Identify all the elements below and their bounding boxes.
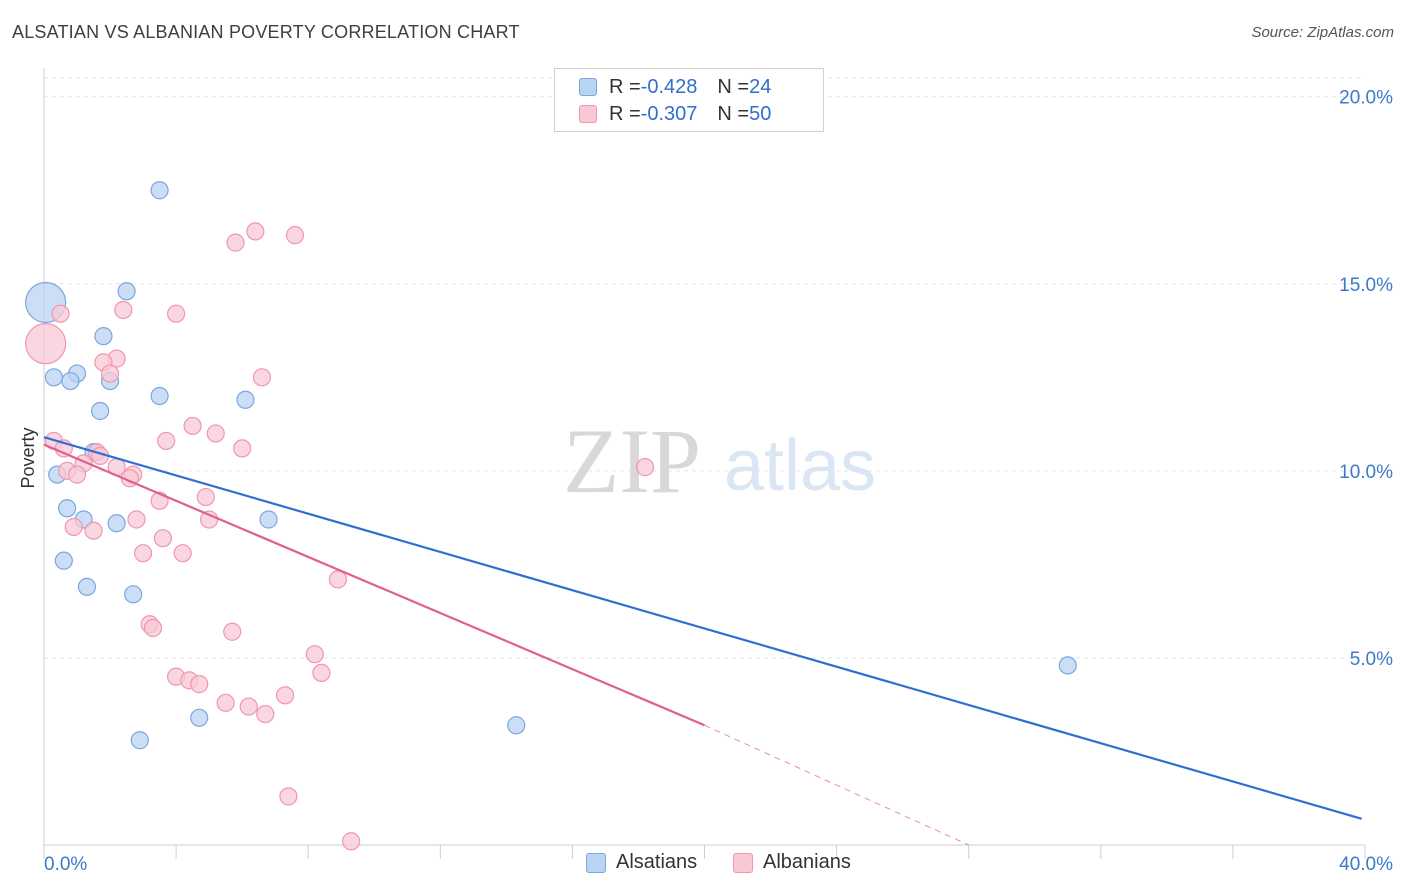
albanian-point [84, 521, 103, 540]
albanian-point [216, 693, 235, 712]
legend-label-alsatians: Alsatians [616, 851, 698, 873]
alsatian-trend-line [43, 436, 1363, 820]
albanian-point [275, 686, 295, 705]
albanian-point [342, 832, 361, 851]
alsatian-point [94, 327, 113, 346]
albanian-point [127, 510, 146, 529]
albanian-point [223, 622, 242, 641]
albanian-point [133, 544, 153, 563]
n-label: N = [717, 75, 750, 98]
albanian-point [183, 416, 202, 436]
albanian-point [157, 431, 176, 451]
albanian-trend-extension [704, 724, 969, 846]
y-tick-label: 5.0% [1350, 649, 1393, 670]
albanian-point [328, 570, 348, 589]
albanian-swatch [579, 105, 597, 123]
albanian-point [233, 439, 252, 458]
albanian-point [114, 300, 133, 320]
albanian-point [64, 517, 83, 537]
gridlines [44, 77, 1365, 659]
albanian-point [252, 368, 272, 387]
alsatian-point [150, 386, 169, 406]
alsatian-point [1058, 656, 1077, 675]
n-label: N = [717, 102, 750, 125]
albanian-point [200, 510, 219, 529]
albanian-point [256, 704, 275, 724]
r-label: R = [609, 102, 641, 125]
chart-title: ALSATIAN VS ALBANIAN POVERTY CORRELATION… [12, 22, 520, 42]
tick-labels: 5.0% 10.0% 15.0% 20.0% 0.0% 40.0% [44, 88, 1393, 875]
legend-row-albanians: R = -0.307 N = 50 [579, 101, 771, 127]
albanian-point [312, 663, 331, 682]
albanian-point [153, 529, 172, 548]
watermark-atlas: atlas [724, 426, 876, 506]
alsatian-point [150, 181, 169, 200]
alsatian-point [107, 514, 126, 533]
albanian-point [196, 487, 215, 507]
n-value: 50 [749, 102, 772, 125]
alsatian-legend-swatch [586, 852, 606, 873]
albanian-point [51, 304, 70, 323]
source-label: Source: ZipAtlas.com [1251, 24, 1394, 41]
x-tick-label: 40.0% [1339, 854, 1393, 875]
legend-item-albanians[interactable]: Albanians [733, 851, 851, 874]
albanian-point [239, 697, 258, 716]
alsatian-point [58, 499, 77, 518]
albanian-point [246, 222, 265, 241]
y-tick-label: 15.0% [1339, 275, 1393, 296]
r-label: R = [609, 75, 641, 98]
albanian-point [173, 544, 192, 563]
legend-item-alsatians[interactable]: Alsatians [586, 851, 697, 874]
albanian-point [67, 465, 87, 484]
alsatian-point [130, 731, 149, 750]
y-tick-label: 20.0% [1339, 88, 1393, 109]
albanian-point [206, 424, 225, 443]
albanian-point [226, 233, 245, 252]
series-legend: Alsatians Albanians [0, 851, 1406, 879]
alsatian-point [61, 371, 80, 391]
albanian-point [285, 226, 305, 245]
data-points [25, 181, 1077, 851]
x-tick-label: 0.0% [44, 854, 87, 875]
alsatian-point [77, 577, 97, 596]
alsatian-point [54, 551, 73, 570]
albanian-legend-swatch [733, 852, 753, 873]
albanian-point [167, 304, 186, 323]
y-axis-label: Poverty [18, 427, 38, 488]
alsatian-point [117, 282, 136, 301]
n-value: 24 [749, 75, 772, 98]
stats-legend: R = -0.428 N = 24 R = -0.307 N = 50 [554, 68, 824, 132]
r-value: -0.307 [640, 102, 698, 125]
trend-lines [43, 436, 1363, 846]
watermark: ZIP atlas [563, 410, 876, 512]
alsatian-swatch [579, 78, 597, 96]
albanian-point [190, 675, 209, 694]
alsatian-point [124, 585, 143, 604]
albanian-point [100, 364, 120, 383]
alsatian-point [236, 390, 255, 409]
albanian-point [305, 645, 324, 664]
legend-label-albanians: Albanians [763, 851, 851, 873]
axes [43, 68, 1366, 859]
albanian-point [635, 458, 655, 477]
albanian-trend-line [43, 443, 705, 727]
alsatian-point [91, 401, 110, 421]
alsatian-point [44, 368, 64, 387]
albanian-point [143, 618, 163, 638]
legend-row-alsatians: R = -0.428 N = 24 [579, 74, 771, 100]
y-tick-label: 10.0% [1339, 462, 1393, 483]
alsatian-point [507, 716, 526, 735]
r-value: -0.428 [640, 75, 698, 98]
watermark-zip: ZIP [563, 410, 701, 512]
albanian-point [279, 787, 298, 806]
albanian-point [25, 323, 67, 365]
alsatian-point [190, 708, 209, 727]
alsatian-point [259, 510, 278, 529]
